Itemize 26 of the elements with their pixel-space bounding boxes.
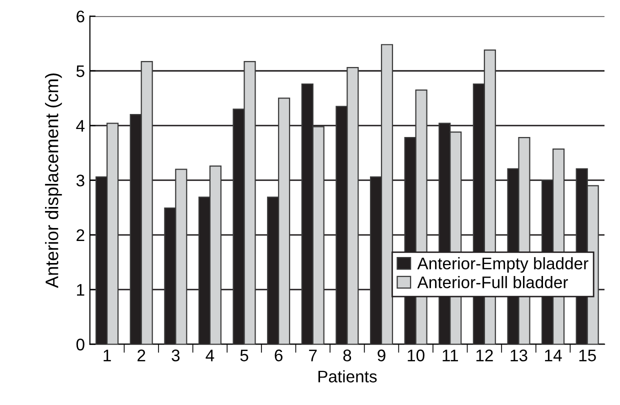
y-tick-label: 0 bbox=[76, 338, 84, 350]
legend-label: Anterior-Empty bladder bbox=[417, 257, 588, 273]
x-tick-label: 10 bbox=[408, 350, 424, 362]
x-tick-label: 11 bbox=[442, 350, 458, 362]
y-tick-label: 5 bbox=[76, 65, 84, 78]
x-tick-label: 12 bbox=[476, 350, 493, 362]
y-axis-title: Anterior displacement (cm) bbox=[45, 73, 62, 288]
x-tick-label: 2 bbox=[138, 350, 146, 362]
x-tick-label: 1 bbox=[104, 350, 111, 362]
y-tick-label: 4 bbox=[76, 120, 85, 132]
y-tick-label: 2 bbox=[76, 229, 84, 241]
x-tick-label: 3 bbox=[172, 350, 180, 362]
x-tick-label: 4 bbox=[206, 350, 214, 362]
y-tick-label: 3 bbox=[76, 174, 84, 186]
x-tick-label: 7 bbox=[309, 350, 317, 362]
legend-label: Anterior-Full bladder bbox=[417, 276, 568, 288]
x-tick-label: 15 bbox=[579, 350, 596, 362]
x-tick-label: 9 bbox=[378, 350, 386, 362]
y-tick-label: 6 bbox=[76, 10, 84, 22]
x-tick-label: 6 bbox=[274, 350, 282, 362]
y-tick-label: 1 bbox=[77, 284, 84, 296]
x-tick-label: 8 bbox=[343, 350, 352, 362]
x-tick-label: 13 bbox=[510, 350, 528, 362]
x-tick-label: 14 bbox=[545, 350, 562, 362]
x-axis-title: Patients bbox=[318, 370, 377, 382]
x-tick-label: 5 bbox=[240, 350, 248, 362]
